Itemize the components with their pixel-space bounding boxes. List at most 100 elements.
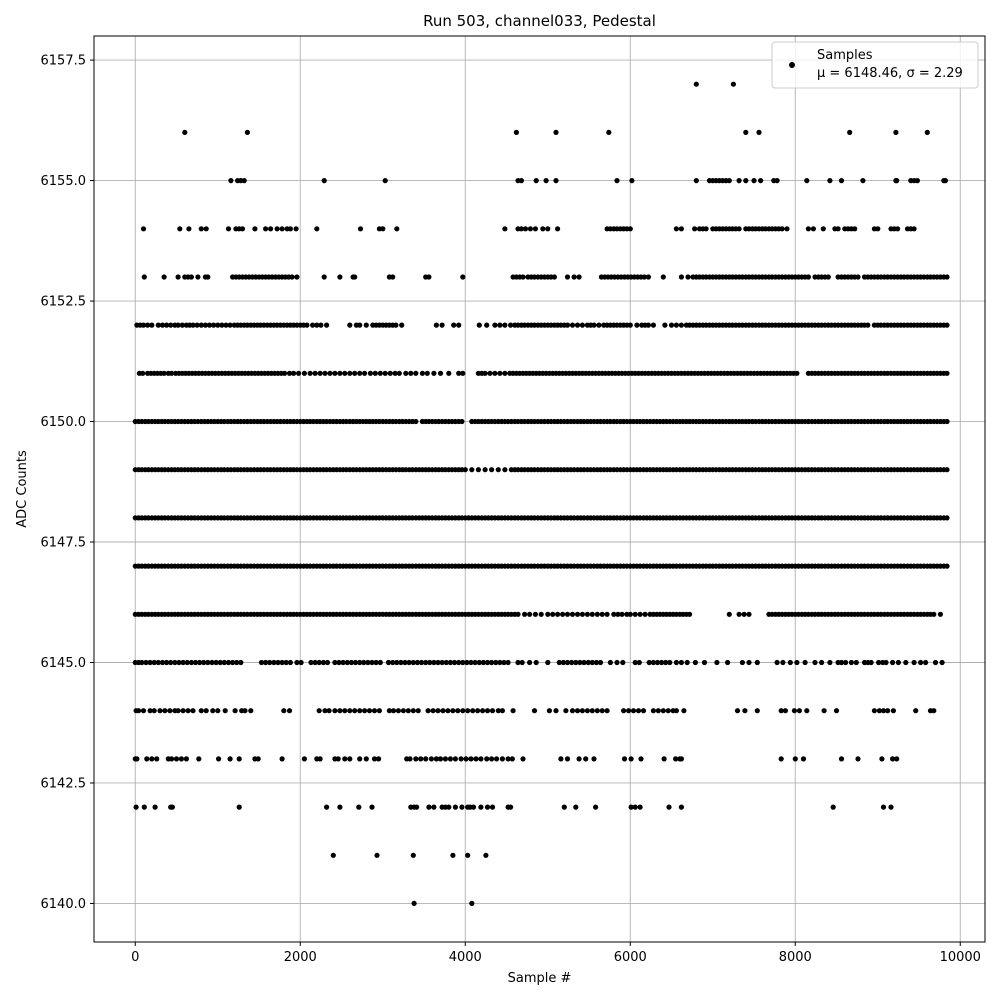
data-point bbox=[561, 804, 567, 810]
data-point bbox=[219, 322, 225, 328]
data-point bbox=[348, 659, 354, 666]
data-point bbox=[508, 804, 514, 810]
data-point bbox=[335, 756, 341, 762]
data-point bbox=[312, 370, 318, 376]
data-point bbox=[678, 756, 685, 762]
data-point bbox=[650, 659, 657, 666]
data-point bbox=[627, 611, 633, 617]
data-point bbox=[591, 756, 597, 762]
data-point bbox=[136, 708, 142, 714]
data-point bbox=[308, 659, 314, 666]
data-point bbox=[564, 274, 571, 280]
data-point bbox=[437, 370, 444, 376]
data-point bbox=[447, 659, 453, 666]
data-point bbox=[739, 659, 746, 666]
data-point bbox=[835, 226, 841, 232]
data-point bbox=[164, 659, 170, 666]
data-point bbox=[642, 611, 648, 617]
data-point bbox=[283, 659, 289, 666]
data-point bbox=[183, 756, 189, 762]
data-point bbox=[197, 659, 203, 666]
data-point bbox=[629, 178, 635, 184]
data-point bbox=[357, 708, 363, 714]
data-point bbox=[155, 659, 161, 666]
data-point bbox=[413, 370, 419, 376]
data-point bbox=[621, 756, 628, 762]
data-point bbox=[564, 659, 571, 666]
data-point bbox=[147, 708, 153, 714]
data-point bbox=[779, 226, 785, 232]
data-point bbox=[347, 370, 353, 376]
data-point bbox=[581, 659, 587, 666]
data-point bbox=[821, 708, 827, 714]
data-point bbox=[673, 756, 679, 762]
data-point bbox=[144, 756, 150, 762]
data-point bbox=[410, 852, 416, 858]
data-point bbox=[714, 659, 720, 666]
data-point bbox=[550, 611, 556, 617]
data-point bbox=[650, 322, 657, 328]
data-point bbox=[175, 708, 181, 714]
data-point bbox=[489, 804, 496, 810]
data-point bbox=[227, 322, 233, 328]
data-point bbox=[215, 708, 221, 714]
data-point bbox=[152, 804, 158, 810]
data-point bbox=[805, 274, 812, 280]
data-point bbox=[489, 708, 496, 714]
legend: Samples μ = 6148.46, σ = 2.29 bbox=[771, 41, 979, 89]
data-point bbox=[560, 659, 567, 666]
data-point bbox=[860, 178, 866, 184]
data-point bbox=[248, 708, 254, 714]
data-point bbox=[558, 756, 564, 762]
data-point bbox=[736, 611, 742, 617]
data-point bbox=[678, 274, 685, 280]
data-point bbox=[157, 708, 163, 714]
data-point bbox=[456, 659, 462, 666]
data-point bbox=[161, 274, 167, 280]
data-point bbox=[176, 659, 182, 666]
data-point bbox=[665, 708, 671, 714]
data-point bbox=[294, 274, 300, 280]
plot-frame bbox=[93, 35, 986, 943]
data-point bbox=[192, 659, 199, 666]
data-point bbox=[593, 659, 600, 666]
data-point bbox=[215, 322, 221, 328]
data-point bbox=[476, 322, 482, 328]
data-point bbox=[337, 804, 343, 810]
data-point bbox=[876, 708, 883, 714]
data-point bbox=[244, 129, 250, 135]
data-point bbox=[577, 659, 583, 666]
data-point bbox=[868, 659, 874, 666]
data-point bbox=[778, 708, 784, 714]
data-point bbox=[301, 756, 307, 762]
data-point bbox=[159, 659, 166, 666]
data-point bbox=[569, 611, 576, 617]
data-point bbox=[520, 274, 526, 280]
data-point bbox=[611, 611, 617, 617]
data-point bbox=[324, 804, 330, 810]
data-point bbox=[140, 370, 146, 376]
data-point bbox=[450, 708, 456, 714]
data-point bbox=[371, 708, 378, 714]
data-point bbox=[843, 659, 849, 666]
data-point bbox=[268, 226, 274, 232]
data-point bbox=[792, 756, 798, 762]
data-point bbox=[519, 659, 525, 666]
data-point bbox=[937, 611, 944, 617]
data-point bbox=[472, 659, 478, 666]
data-point bbox=[894, 178, 900, 184]
data-point bbox=[198, 226, 204, 232]
data-point bbox=[473, 756, 479, 762]
data-point bbox=[405, 708, 411, 714]
data-point bbox=[480, 659, 486, 666]
data-point bbox=[482, 467, 488, 473]
data-point bbox=[186, 226, 192, 232]
data-point bbox=[527, 659, 533, 666]
data-point bbox=[287, 226, 293, 232]
data-point bbox=[635, 708, 642, 714]
data-point bbox=[871, 708, 878, 714]
data-point bbox=[508, 322, 514, 328]
data-point bbox=[175, 274, 181, 280]
data-point bbox=[564, 756, 571, 762]
